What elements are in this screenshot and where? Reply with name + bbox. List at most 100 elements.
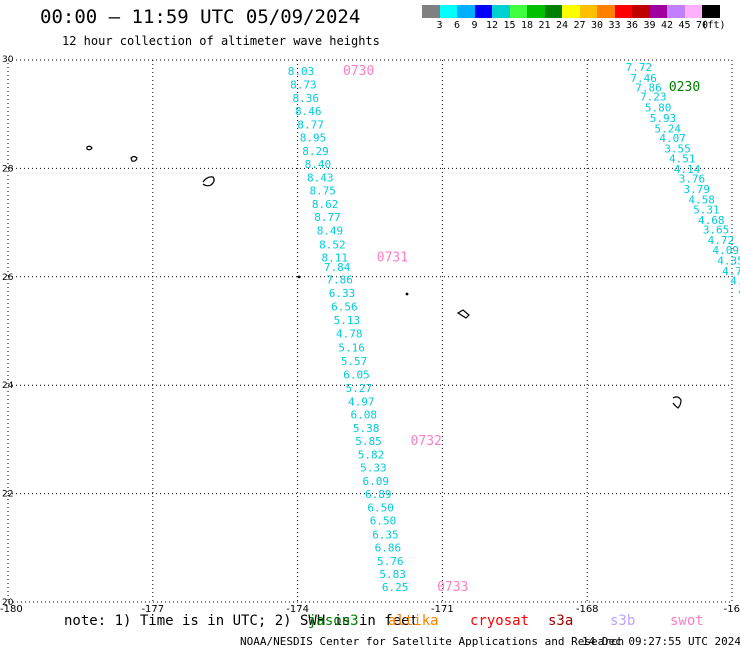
swh-value: 5.24 <box>655 122 682 135</box>
swh-value: 8.52 <box>319 238 346 251</box>
swh-value: 3.65 <box>703 224 730 237</box>
color-legend-label: 33 <box>608 20 621 31</box>
color-legend-swatch <box>649 5 667 18</box>
color-legend-swatch <box>667 5 685 18</box>
swh-value: 5.13 <box>334 314 361 327</box>
swh-value: 8.77 <box>314 211 341 224</box>
swh-value: 7.72 <box>626 61 653 74</box>
swh-value: 4.58 <box>688 193 715 206</box>
swh-value: 4.07 <box>659 132 686 145</box>
color-legend-swatch <box>597 5 615 18</box>
footer-note: note: 1) Time is in UTC; 2) SWH is in fe… <box>64 613 419 629</box>
color-legend-swatch <box>614 5 632 18</box>
color-legend-label: 24 <box>555 20 569 31</box>
satellite-legend-item: s3a <box>548 613 574 629</box>
swh-value: 5.93 <box>650 112 677 125</box>
map-subtitle: 12 hour collection of altimeter wave hei… <box>62 34 380 48</box>
swh-value: 5.57 <box>341 355 368 368</box>
swh-value: 4.71 <box>722 265 740 278</box>
island-outline <box>672 396 682 409</box>
swh-value: 3.76 <box>679 173 706 186</box>
swh-value: 6.50 <box>370 515 397 528</box>
axis-tick-labels: -180 -177 -174 -171 -168 -16 30 28 26 24 22 20 <box>0 55 740 615</box>
color-legend-label: 6 <box>453 20 461 31</box>
swh-value: 3.55 <box>664 142 691 155</box>
swh-value: 4.3 <box>730 275 740 288</box>
pass-time-label: 0733 <box>437 580 468 595</box>
color-legend-swatch <box>474 5 492 18</box>
swh-value: 4.09 <box>712 244 739 257</box>
swh-value: 5.80 <box>645 102 672 115</box>
map-frame <box>7 59 733 603</box>
color-legend-label: 45 <box>678 20 691 31</box>
color-legend: 3 6 9 12 15 18 21 24 27 30 33 36 39 42 45 70 (ft) <box>422 5 726 32</box>
swh-value: 4. <box>738 285 740 298</box>
swh-value: 7.46 <box>630 72 657 85</box>
color-legend-swatch <box>509 5 527 18</box>
color-legend-label: 9 <box>471 20 478 31</box>
swh-value: 5.33 <box>360 462 387 475</box>
island-outline <box>297 275 301 279</box>
lon-tick-label: -177 <box>141 604 164 615</box>
lon-tick-label: -16 <box>724 604 740 615</box>
color-legend-swatches <box>422 5 720 18</box>
color-legend-swatch <box>527 5 545 18</box>
lat-tick-label: 30 <box>2 55 14 65</box>
swh-value: 6.09 <box>363 475 390 488</box>
pass-time-label: 0732 <box>411 434 442 449</box>
swh-value: 8.03 <box>288 65 315 78</box>
color-legend-label: 36 <box>625 20 639 31</box>
swh-value: 6.25 <box>382 581 409 594</box>
generated-timestamp: 14 Dec 09:27:55 UTC 2024 <box>582 635 740 648</box>
color-legend-label: 27 <box>573 20 586 31</box>
satellite-legend-item: altika <box>388 613 439 629</box>
color-legend-label: 3 <box>436 20 443 31</box>
swh-value: 6.89 <box>365 488 392 501</box>
swh-value: 5.16 <box>338 341 365 354</box>
color-legend-label: 42 <box>660 20 674 31</box>
swh-value: 8.75 <box>309 185 336 198</box>
color-legend-swatch <box>684 5 702 18</box>
color-legend-label: 70 <box>695 20 709 31</box>
color-legend-label: 15 <box>503 20 516 31</box>
color-legend-swatch <box>579 5 597 18</box>
swh-value: 8.40 <box>305 158 332 171</box>
lat-tick-label: 28 <box>2 164 14 174</box>
map-grid <box>7 59 733 603</box>
swh-value: 8.36 <box>293 92 320 105</box>
altimeter-track: 7.727.467.867.235.805.935.244.073.554.51… <box>626 61 740 298</box>
color-legend-label: 18 <box>520 20 534 31</box>
swh-value: 6.86 <box>375 541 402 554</box>
swh-value: 8.43 <box>307 172 334 185</box>
island-outline <box>202 176 215 187</box>
color-legend-swatch <box>457 5 475 18</box>
swh-value: 5.31 <box>693 204 720 217</box>
swh-value: 6.08 <box>350 408 377 421</box>
color-legend-label: 39 <box>643 20 656 31</box>
altimeter-track: 5.855.825.336.096.896.506.506.356.865.76… <box>355 434 442 581</box>
swh-value: 3.79 <box>684 183 711 196</box>
color-legend-label: 12 <box>485 20 499 31</box>
swh-value: 6.33 <box>329 287 356 300</box>
island-outline <box>456 309 470 319</box>
swh-value: 4.51 <box>669 153 696 166</box>
altimeter-track: 8.117.847.866.336.565.134.785.165.576.05… <box>322 250 409 435</box>
swh-value: 8.73 <box>290 78 317 91</box>
swh-value: 7.86 <box>326 274 353 287</box>
swh-value: 6.50 <box>367 502 394 515</box>
pass-time-label: 0730 <box>343 64 374 79</box>
swh-value: 6.56 <box>331 301 358 314</box>
color-legend-swatch <box>492 5 510 18</box>
swh-value: 8.29 <box>302 145 329 158</box>
island-outline <box>86 145 93 151</box>
swh-value: 5.76 <box>377 555 404 568</box>
altimeter-track: 6.25 0733 <box>382 580 469 595</box>
color-legend-swatch <box>562 5 580 18</box>
map-title: 00:00 – 11:59 UTC 05/09/2024 <box>40 6 361 28</box>
island-outline <box>405 292 409 296</box>
swh-value: 5.83 <box>379 568 406 581</box>
lon-tick-label: -168 <box>576 604 599 615</box>
swh-value: 7.86 <box>635 82 662 95</box>
satellite-legend-item: cryosat <box>470 613 530 629</box>
